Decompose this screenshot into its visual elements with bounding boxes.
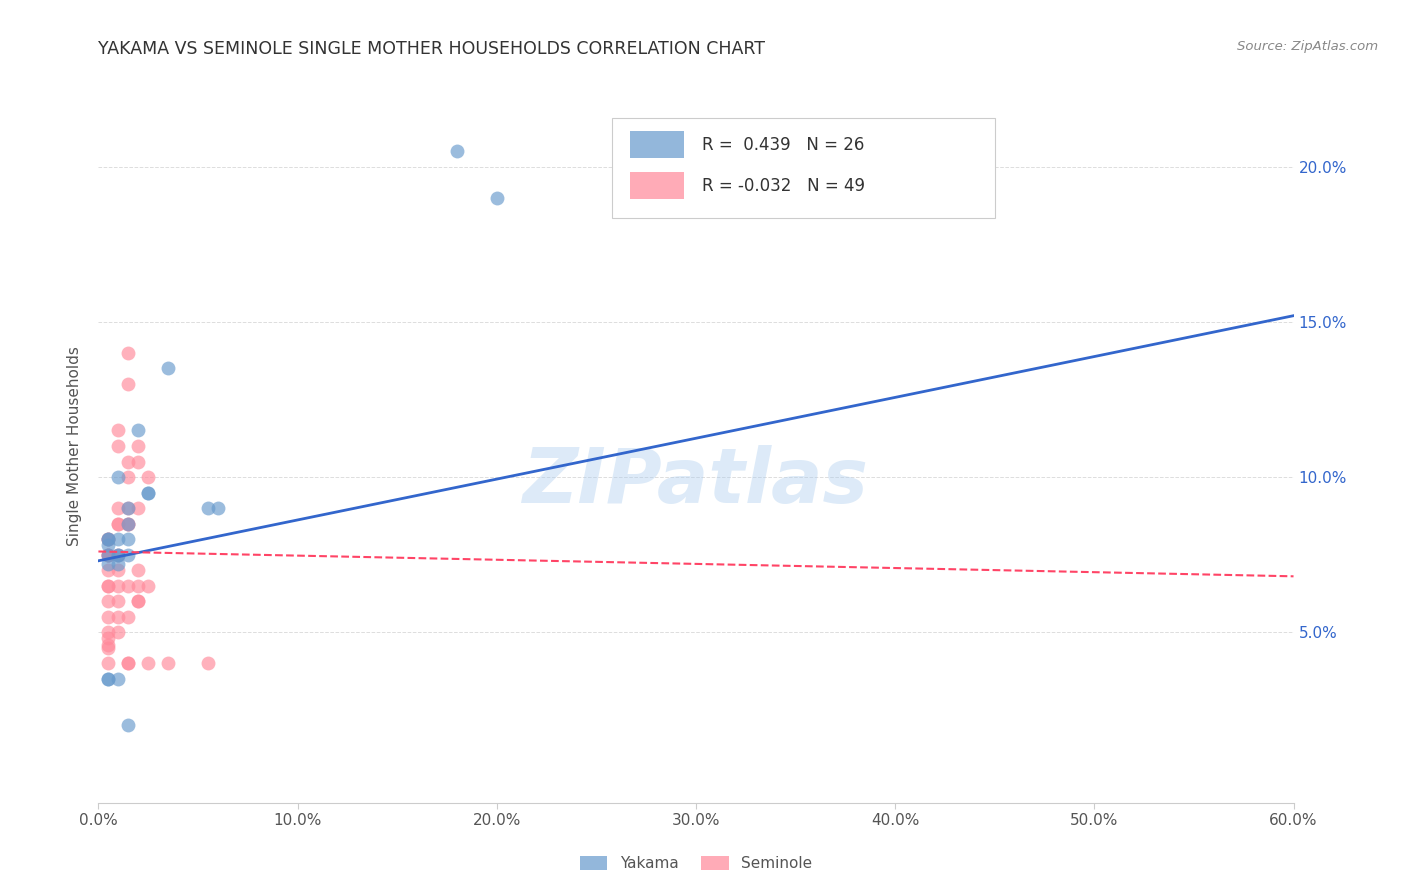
- Point: [97, 563, 120, 577]
- Text: R = -0.032   N = 49: R = -0.032 N = 49: [702, 177, 865, 194]
- Point: [97, 632, 120, 646]
- Point: [107, 516, 129, 531]
- Point: [117, 454, 139, 468]
- Point: [97, 625, 120, 640]
- Point: [136, 579, 159, 593]
- Point: [107, 548, 129, 562]
- Point: [127, 594, 149, 608]
- Point: [117, 501, 139, 516]
- Point: [117, 346, 139, 360]
- Point: [127, 501, 149, 516]
- Point: [136, 485, 159, 500]
- FancyBboxPatch shape: [613, 118, 995, 218]
- Point: [107, 672, 129, 686]
- Point: [127, 439, 149, 453]
- Point: [97, 532, 120, 546]
- Point: [127, 579, 149, 593]
- Point: [97, 640, 120, 655]
- Point: [107, 532, 129, 546]
- Point: [97, 557, 120, 571]
- Point: [117, 376, 139, 391]
- Point: [127, 424, 149, 438]
- Point: [117, 656, 139, 670]
- Point: [117, 579, 139, 593]
- Point: [97, 609, 120, 624]
- FancyBboxPatch shape: [630, 172, 685, 199]
- Point: [107, 563, 129, 577]
- Point: [117, 548, 139, 562]
- Point: [97, 532, 120, 546]
- Text: ZIPatlas: ZIPatlas: [523, 445, 869, 518]
- Point: [97, 672, 120, 686]
- Y-axis label: Single Mother Households: Single Mother Households: [67, 346, 83, 546]
- Point: [117, 718, 139, 732]
- Point: [136, 485, 159, 500]
- Point: [197, 501, 219, 516]
- Point: [117, 609, 139, 624]
- Point: [97, 548, 120, 562]
- Point: [107, 625, 129, 640]
- Point: [117, 656, 139, 670]
- Point: [107, 557, 129, 571]
- Point: [127, 454, 149, 468]
- Point: [97, 532, 120, 546]
- Text: Source: ZipAtlas.com: Source: ZipAtlas.com: [1237, 40, 1378, 54]
- Text: YAKAMA VS SEMINOLE SINGLE MOTHER HOUSEHOLDS CORRELATION CHART: YAKAMA VS SEMINOLE SINGLE MOTHER HOUSEHO…: [98, 40, 765, 58]
- Point: [107, 424, 129, 438]
- Text: R =  0.439   N = 26: R = 0.439 N = 26: [702, 136, 865, 153]
- Point: [107, 609, 129, 624]
- Point: [117, 470, 139, 484]
- Point: [157, 361, 180, 376]
- Point: [107, 516, 129, 531]
- Point: [127, 563, 149, 577]
- Point: [107, 548, 129, 562]
- Point: [117, 516, 139, 531]
- FancyBboxPatch shape: [630, 131, 685, 159]
- Point: [136, 470, 159, 484]
- Point: [157, 656, 180, 670]
- Point: [136, 656, 159, 670]
- Legend: Yakama, Seminole: Yakama, Seminole: [574, 850, 818, 877]
- Point: [485, 191, 508, 205]
- Point: [107, 470, 129, 484]
- Point: [117, 532, 139, 546]
- Point: [97, 532, 120, 546]
- Point: [207, 501, 229, 516]
- Point: [97, 579, 120, 593]
- Point: [107, 501, 129, 516]
- Point: [97, 656, 120, 670]
- Point: [107, 594, 129, 608]
- Point: [117, 516, 139, 531]
- Point: [97, 548, 120, 562]
- Point: [107, 548, 129, 562]
- Point: [97, 538, 120, 552]
- Point: [97, 672, 120, 686]
- Point: [117, 501, 139, 516]
- Point: [127, 594, 149, 608]
- Point: [97, 594, 120, 608]
- Point: [107, 579, 129, 593]
- Point: [117, 516, 139, 531]
- Point: [97, 548, 120, 562]
- Point: [97, 579, 120, 593]
- Point: [97, 548, 120, 562]
- Point: [197, 656, 219, 670]
- Point: [97, 638, 120, 652]
- Point: [107, 439, 129, 453]
- Point: [446, 145, 468, 159]
